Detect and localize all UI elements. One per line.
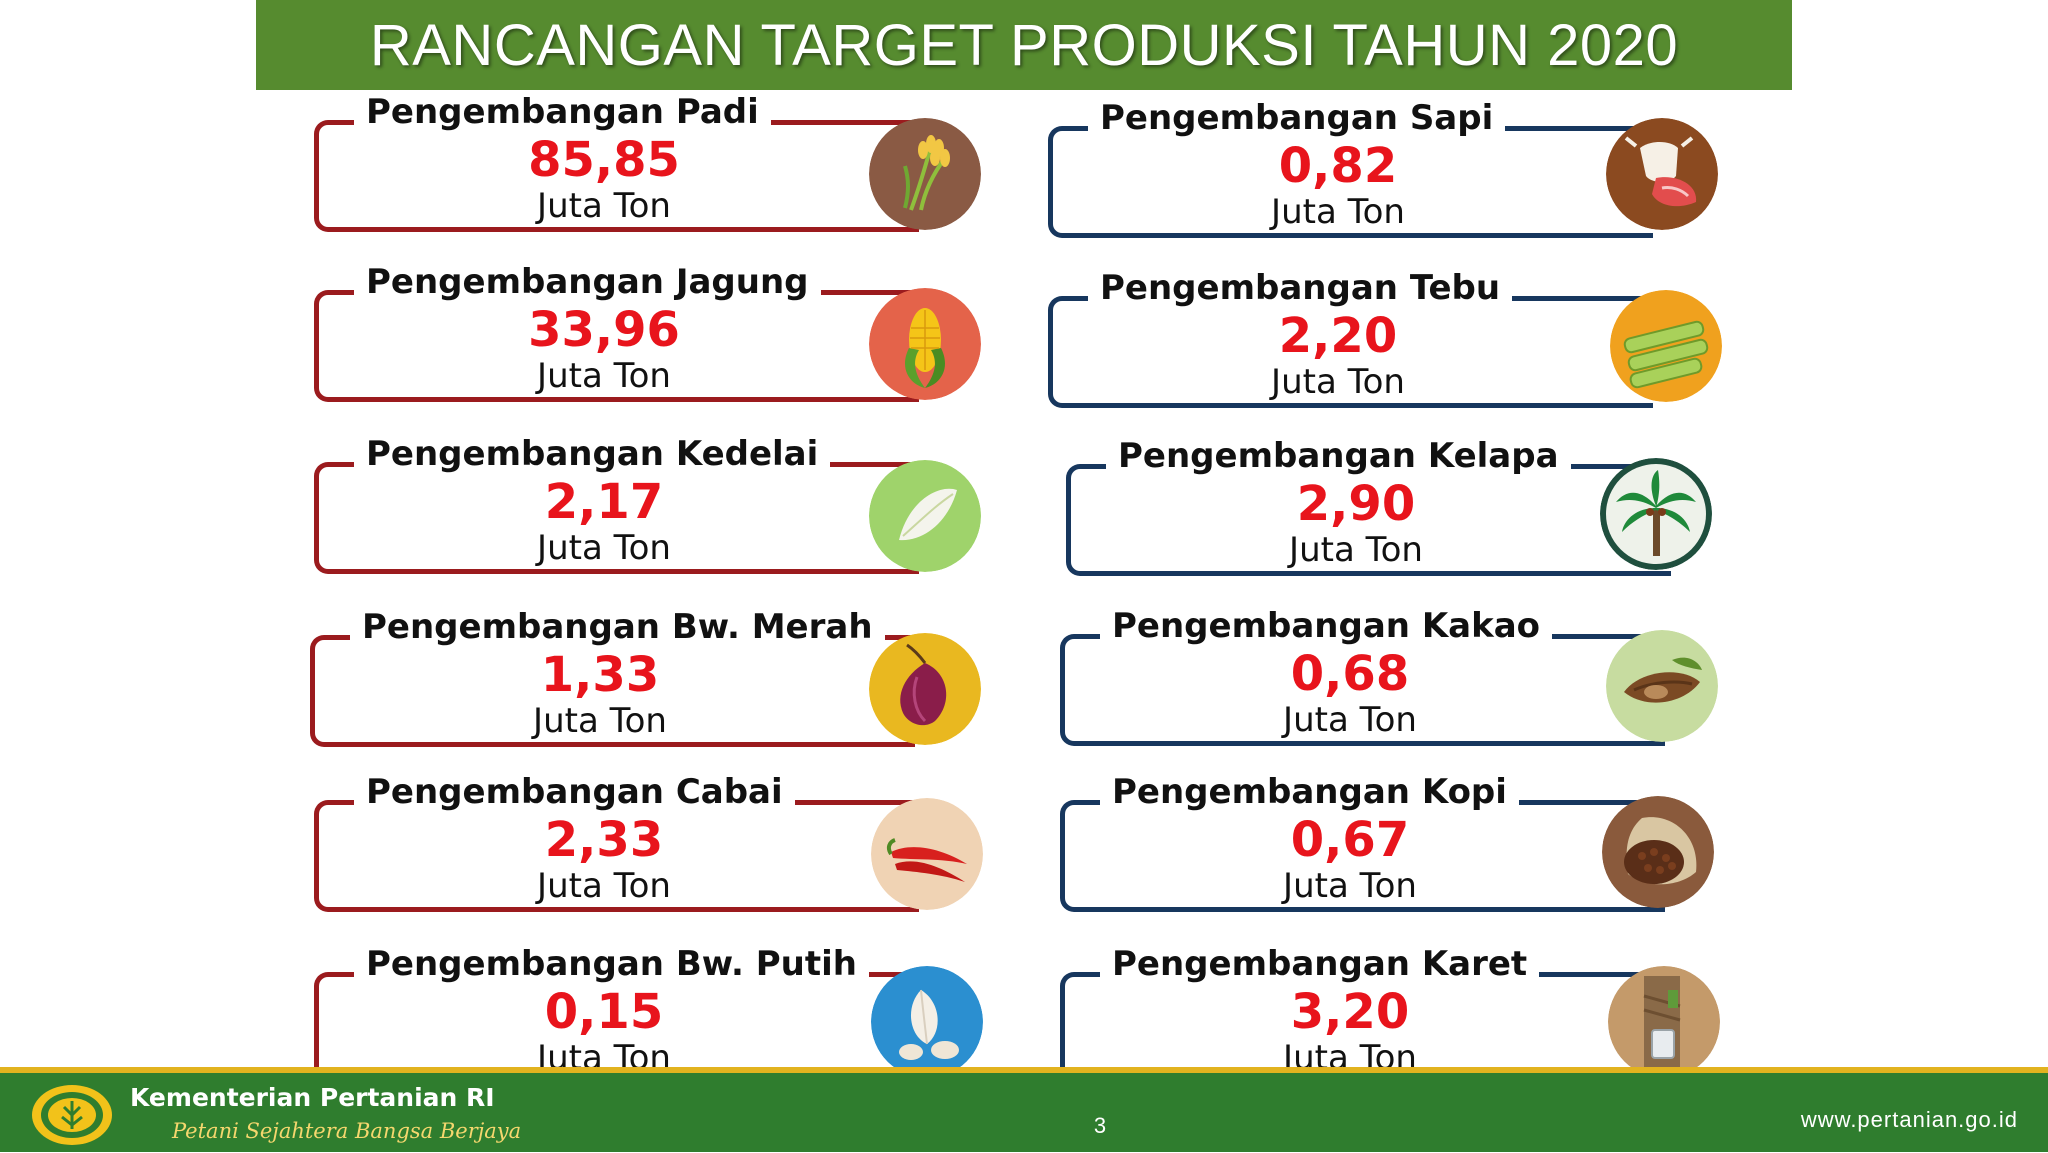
rice-icon bbox=[869, 118, 981, 230]
chili-icon bbox=[871, 798, 983, 910]
target-card-kelapa: Pengembangan Kelapa 2,90 Juta Ton bbox=[1066, 436, 1746, 589]
card-label: Pengembangan Cabai bbox=[354, 772, 795, 812]
card-unit: Juta Ton bbox=[523, 866, 685, 906]
shallot-icon bbox=[869, 633, 981, 745]
card-label: Pengembangan Bw. Merah bbox=[350, 607, 885, 647]
card-value: 2,90 bbox=[1296, 476, 1416, 532]
card-value: 0,15 bbox=[544, 984, 664, 1040]
sugarcane-icon bbox=[1610, 290, 1722, 402]
card-value: 2,33 bbox=[544, 812, 664, 868]
rubber-icon bbox=[1608, 966, 1720, 1078]
garlic-icon bbox=[871, 966, 983, 1078]
card-unit: Juta Ton bbox=[1275, 530, 1437, 570]
title-banner: RANCANGAN TARGET PRODUKSI TAHUN 2020 bbox=[256, 0, 1792, 90]
target-card-kopi: Pengembangan Kopi 0,67 Juta Ton bbox=[1060, 772, 1740, 925]
card-value: 0,68 bbox=[1290, 646, 1410, 702]
card-value: 2,20 bbox=[1278, 308, 1398, 364]
card-value: 0,67 bbox=[1290, 812, 1410, 868]
soybean-icon bbox=[869, 460, 981, 572]
card-value: 1,33 bbox=[540, 647, 660, 703]
card-label: Pengembangan Tebu bbox=[1088, 268, 1513, 308]
target-card-kedelai: Pengembangan Kedelai 2,17 Juta Ton bbox=[314, 434, 994, 587]
ministry-tagline: Petani Sejahtera Bangsa Berjaya bbox=[172, 1119, 522, 1143]
card-unit: Juta Ton bbox=[1257, 362, 1419, 402]
target-card-bw-merah: Pengembangan Bw. Merah 1,33 Juta Ton bbox=[310, 607, 990, 760]
coffee-icon bbox=[1602, 796, 1714, 908]
target-card-kakao: Pengembangan Kakao 0,68 Juta Ton bbox=[1060, 606, 1740, 759]
card-unit: Juta Ton bbox=[519, 701, 681, 741]
card-label: Pengembangan Kopi bbox=[1100, 772, 1519, 812]
card-unit: Juta Ton bbox=[523, 186, 685, 226]
card-label: Pengembangan Padi bbox=[354, 92, 771, 132]
card-label: Pengembangan Jagung bbox=[354, 262, 821, 302]
coconut-palm-icon bbox=[1600, 458, 1712, 570]
target-card-padi: Pengembangan Padi 85,85 Juta Ton bbox=[314, 92, 994, 245]
card-value: 85,85 bbox=[528, 132, 680, 188]
target-card-cabai: Pengembangan Cabai 2,33 Juta Ton bbox=[314, 772, 994, 925]
card-value: 3,20 bbox=[1290, 984, 1410, 1040]
footer-bar: Kementerian Pertanian RI Petani Sejahter… bbox=[0, 1067, 2048, 1152]
card-label: Pengembangan Bw. Putih bbox=[354, 944, 869, 984]
target-card-bw-putih: Pengembangan Bw. Putih 0,15 Juta Ton bbox=[314, 944, 994, 1097]
card-unit: Juta Ton bbox=[523, 528, 685, 568]
card-label: Pengembangan Kedelai bbox=[354, 434, 831, 474]
corn-icon bbox=[869, 288, 981, 400]
card-value: 33,96 bbox=[528, 302, 680, 358]
card-label: Pengembangan Kakao bbox=[1100, 606, 1553, 646]
cattle-icon bbox=[1606, 118, 1718, 230]
card-value: 0,82 bbox=[1278, 138, 1398, 194]
ministry-name: Kementerian Pertanian RI bbox=[130, 1083, 495, 1112]
card-unit: Juta Ton bbox=[1257, 192, 1419, 232]
card-label: Pengembangan Sapi bbox=[1088, 98, 1506, 138]
target-card-sapi: Pengembangan Sapi 0,82 Juta Ton bbox=[1048, 98, 1728, 251]
target-card-jagung: Pengembangan Jagung 33,96 Juta Ton bbox=[314, 262, 994, 415]
ministry-logo-icon bbox=[28, 1081, 116, 1149]
card-label: Pengembangan Karet bbox=[1100, 944, 1540, 984]
page-title: RANCANGAN TARGET PRODUKSI TAHUN 2020 bbox=[369, 12, 1679, 78]
card-unit: Juta Ton bbox=[1269, 700, 1431, 740]
target-card-tebu: Pengembangan Tebu 2,20 Juta Ton bbox=[1048, 268, 1728, 421]
card-value: 2,17 bbox=[544, 474, 664, 530]
page-number: 3 bbox=[1093, 1113, 1107, 1138]
cocoa-icon bbox=[1606, 630, 1718, 742]
card-unit: Juta Ton bbox=[523, 356, 685, 396]
card-label: Pengembangan Kelapa bbox=[1106, 436, 1571, 476]
website-link[interactable]: www.pertanian.go.id bbox=[1800, 1107, 2018, 1132]
target-card-karet: Pengembangan Karet 3,20 Juta Ton bbox=[1060, 944, 1740, 1097]
card-unit: Juta Ton bbox=[1269, 866, 1431, 906]
